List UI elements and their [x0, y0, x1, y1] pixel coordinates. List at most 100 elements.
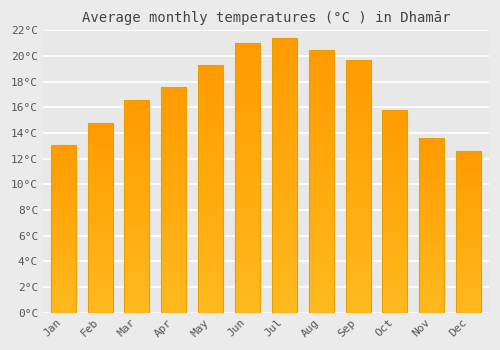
- Bar: [50, 149, 76, 151]
- Bar: [308, 99, 334, 102]
- Bar: [50, 277, 76, 279]
- Bar: [198, 198, 223, 201]
- Bar: [272, 134, 297, 138]
- Bar: [272, 90, 297, 93]
- Bar: [308, 161, 334, 165]
- Bar: [50, 151, 76, 153]
- Bar: [272, 193, 297, 196]
- Bar: [198, 99, 223, 102]
- Bar: [272, 223, 297, 227]
- Bar: [162, 92, 186, 95]
- Bar: [235, 178, 260, 181]
- Bar: [308, 96, 334, 99]
- Bar: [235, 138, 260, 141]
- Bar: [308, 201, 334, 204]
- Bar: [50, 155, 76, 157]
- Bar: [235, 80, 260, 84]
- Bar: [50, 145, 76, 147]
- Bar: [456, 155, 481, 157]
- Bar: [456, 232, 481, 234]
- Bar: [308, 253, 334, 257]
- Bar: [124, 211, 150, 214]
- Bar: [124, 267, 150, 270]
- Bar: [346, 278, 370, 281]
- Bar: [308, 175, 334, 178]
- Bar: [272, 230, 297, 234]
- Bar: [272, 76, 297, 79]
- Bar: [419, 142, 444, 145]
- Bar: [162, 107, 186, 110]
- Bar: [198, 241, 223, 245]
- Bar: [456, 238, 481, 240]
- Bar: [162, 304, 186, 307]
- Bar: [198, 201, 223, 204]
- Bar: [198, 195, 223, 198]
- Bar: [308, 171, 334, 175]
- Bar: [382, 125, 407, 128]
- Bar: [124, 225, 150, 228]
- Bar: [346, 155, 370, 158]
- Bar: [50, 212, 76, 214]
- Bar: [346, 95, 370, 98]
- Bar: [419, 212, 444, 215]
- Bar: [198, 80, 223, 84]
- Bar: [346, 111, 370, 114]
- Bar: [308, 102, 334, 106]
- Bar: [50, 287, 76, 289]
- Bar: [382, 298, 407, 300]
- Bar: [382, 267, 407, 270]
- Bar: [235, 74, 260, 77]
- Bar: [382, 130, 407, 133]
- Bar: [382, 222, 407, 224]
- Bar: [162, 95, 186, 98]
- Bar: [198, 161, 223, 164]
- Bar: [88, 182, 112, 184]
- Bar: [235, 117, 260, 121]
- Bar: [346, 262, 370, 265]
- Bar: [272, 117, 297, 120]
- Bar: [162, 242, 186, 245]
- Bar: [124, 238, 150, 241]
- Bar: [162, 231, 186, 233]
- Bar: [308, 286, 334, 290]
- Bar: [272, 165, 297, 169]
- Bar: [50, 195, 76, 197]
- Bar: [419, 221, 444, 223]
- Bar: [308, 247, 334, 250]
- Bar: [308, 76, 334, 79]
- Bar: [272, 93, 297, 97]
- Bar: [456, 191, 481, 194]
- Bar: [235, 235, 260, 239]
- Bar: [124, 108, 150, 110]
- Bar: [198, 136, 223, 139]
- Bar: [88, 303, 112, 306]
- Bar: [88, 232, 112, 234]
- Bar: [308, 283, 334, 286]
- Bar: [382, 262, 407, 265]
- Bar: [235, 262, 260, 266]
- Bar: [419, 199, 444, 202]
- Bar: [198, 167, 223, 170]
- Bar: [382, 259, 407, 262]
- Bar: [235, 50, 260, 53]
- Bar: [419, 225, 444, 228]
- Bar: [88, 296, 112, 299]
- Bar: [88, 256, 112, 258]
- Bar: [162, 110, 186, 112]
- Bar: [419, 153, 444, 156]
- Bar: [50, 231, 76, 233]
- Bar: [382, 186, 407, 189]
- Bar: [198, 102, 223, 105]
- Bar: [162, 155, 186, 158]
- Bar: [50, 245, 76, 247]
- Bar: [346, 294, 370, 297]
- Bar: [50, 174, 76, 176]
- Bar: [456, 165, 481, 167]
- Bar: [124, 116, 150, 118]
- Bar: [198, 229, 223, 232]
- Bar: [272, 148, 297, 151]
- Bar: [50, 201, 76, 203]
- Bar: [308, 165, 334, 168]
- Bar: [124, 110, 150, 113]
- Bar: [382, 133, 407, 135]
